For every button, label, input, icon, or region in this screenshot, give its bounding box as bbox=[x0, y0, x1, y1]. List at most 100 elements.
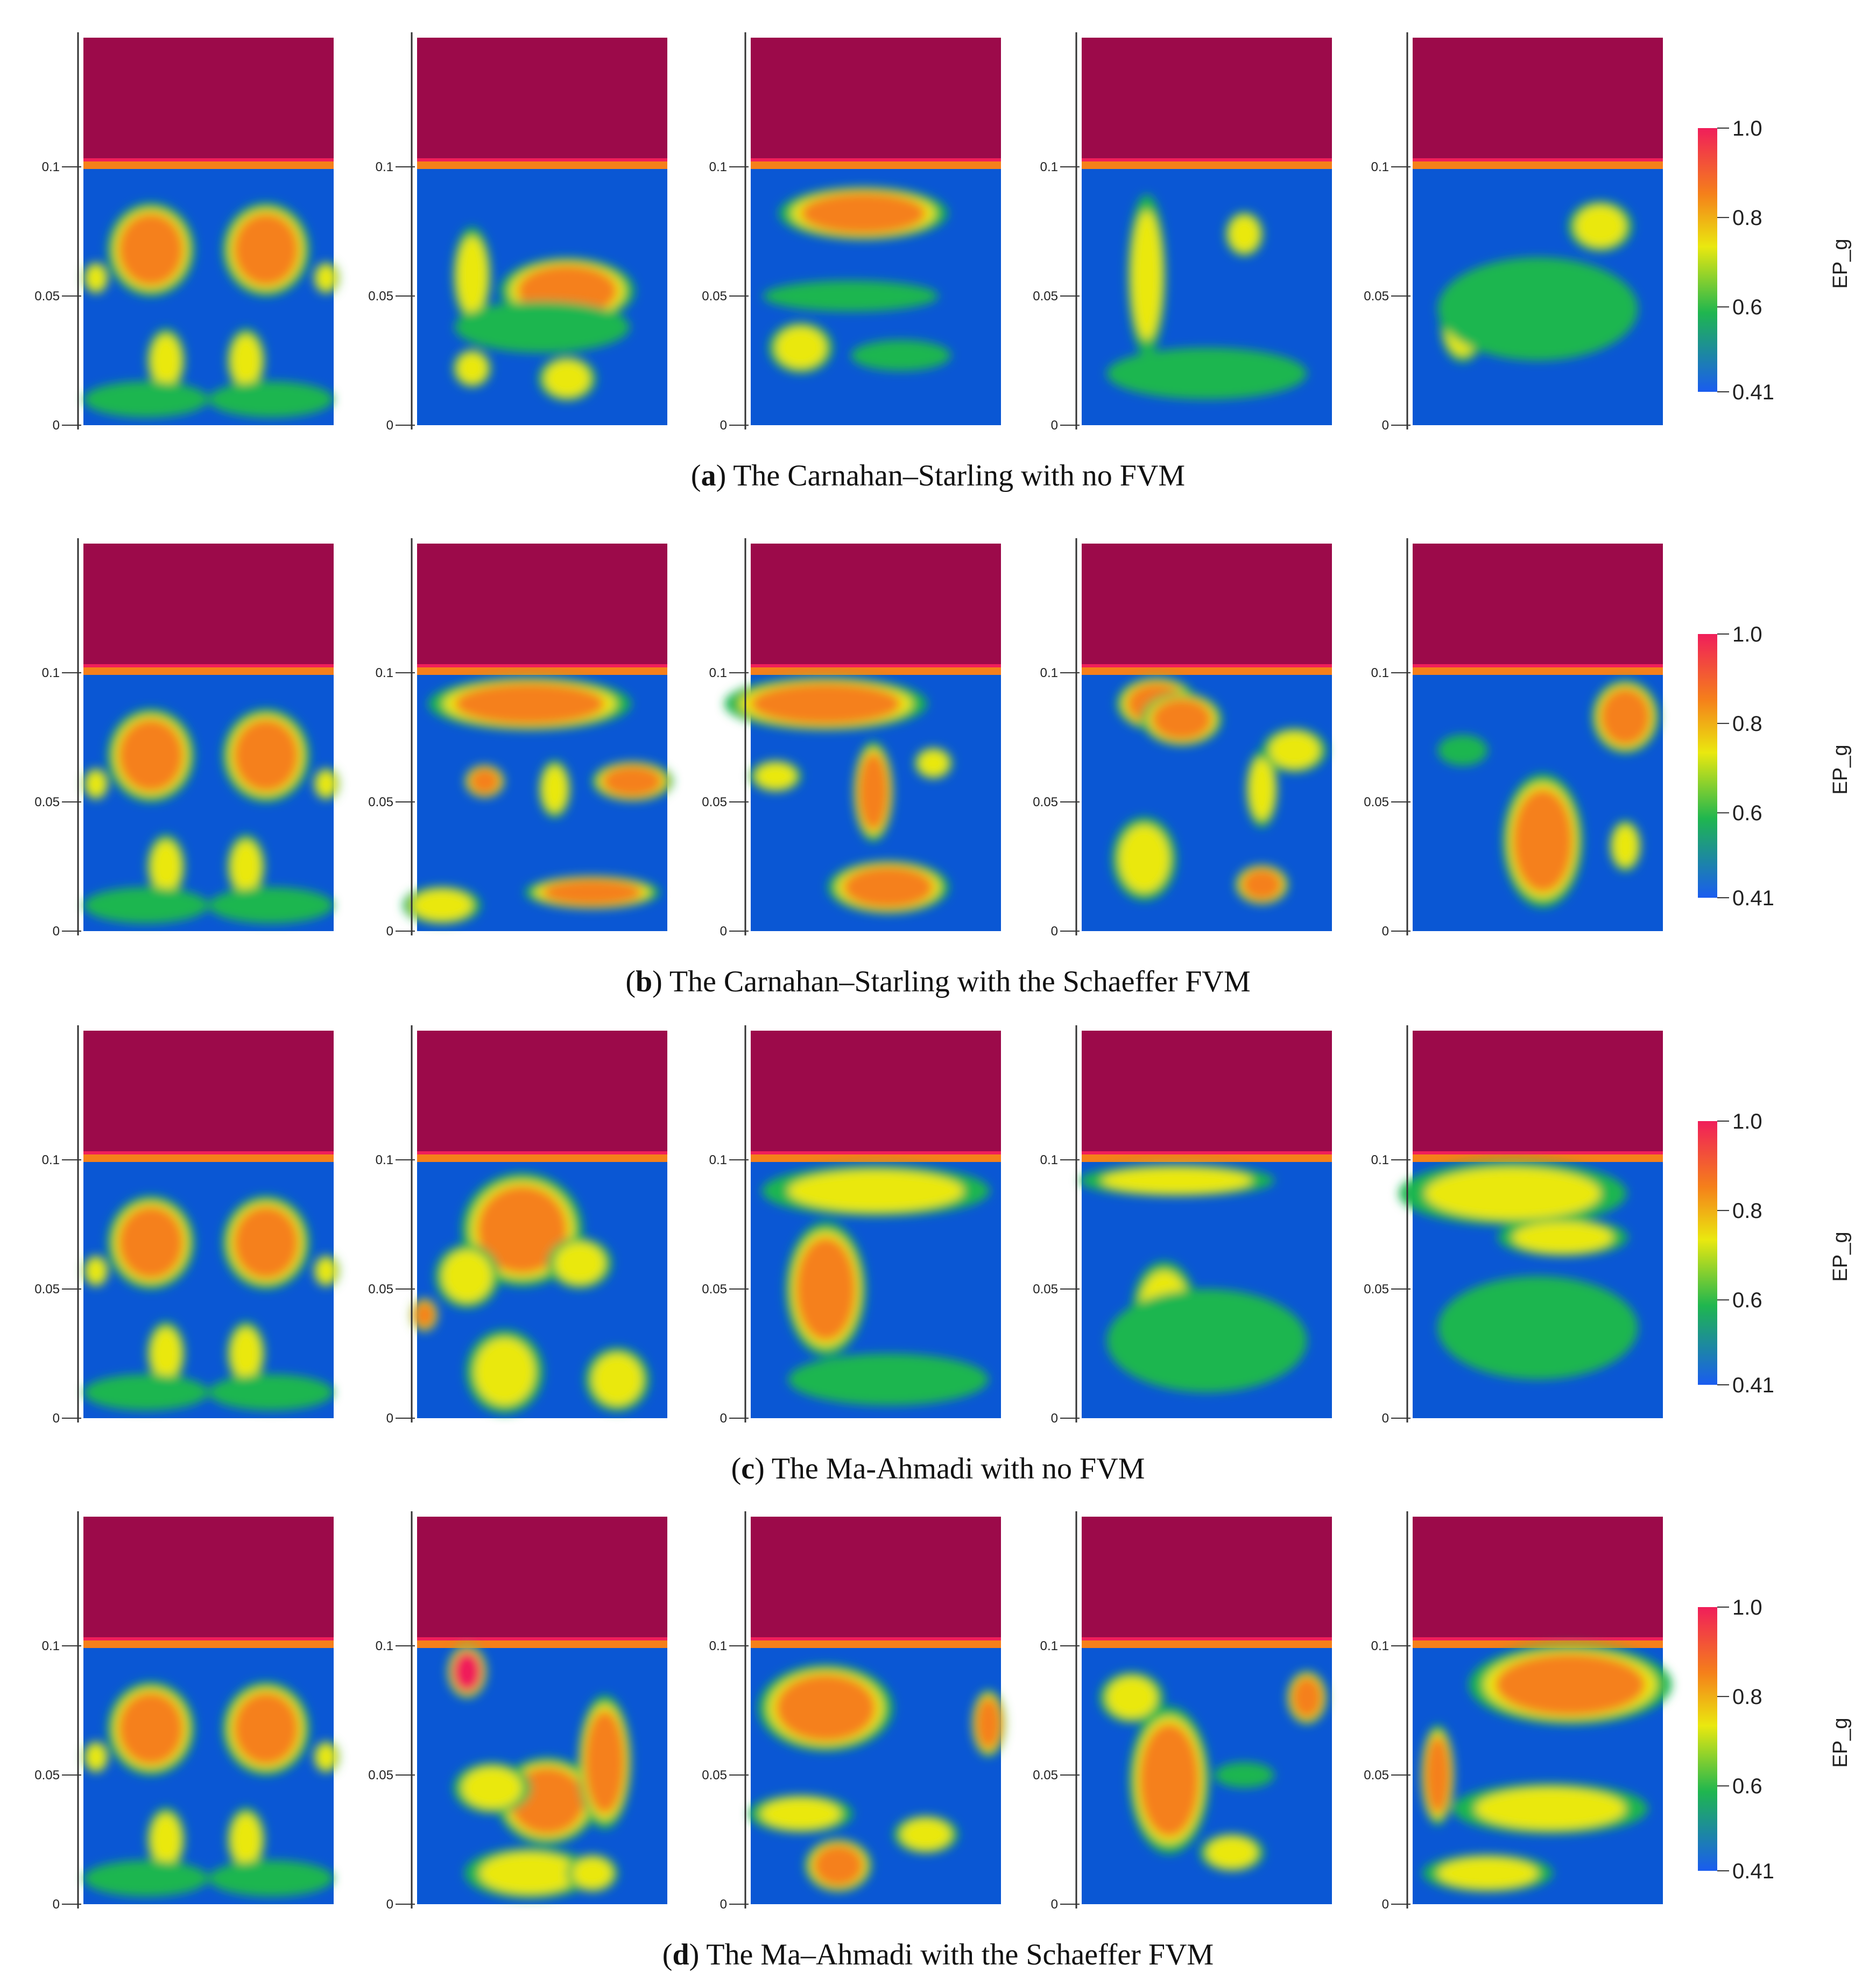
y-tick-label: 0.05 bbox=[1033, 795, 1058, 809]
y-tick-label: 0.1 bbox=[709, 1153, 727, 1167]
y-tick-label: 0 bbox=[1382, 418, 1389, 433]
bubble bbox=[775, 1674, 876, 1742]
y-tick-label: 0.1 bbox=[709, 666, 727, 680]
bubble bbox=[83, 1860, 209, 1897]
caption-letter: d bbox=[672, 1938, 689, 1971]
bubble bbox=[86, 771, 106, 797]
heatmap-panel-d-3: 0 0.05 0.1 bbox=[702, 1511, 1006, 1912]
freeboard-region bbox=[1082, 1031, 1332, 1162]
bubble bbox=[1249, 758, 1275, 820]
colorbar-c: 1.0 0.8 0.6 0.41 EP_g bbox=[1698, 1110, 1852, 1397]
y-tick-label: 0.05 bbox=[1364, 1768, 1389, 1783]
bubble bbox=[412, 890, 472, 921]
bed-surface-edge bbox=[1082, 1637, 1332, 1640]
colorbar-tick-label: 1.0 bbox=[1732, 1110, 1762, 1133]
y-tick-label: 0.05 bbox=[1364, 289, 1389, 304]
caption-paren-close: ) bbox=[652, 965, 669, 998]
bubble bbox=[414, 1302, 435, 1328]
bubble bbox=[602, 765, 662, 797]
caption-letter: a bbox=[701, 459, 716, 492]
y-tick-label: 0.1 bbox=[1371, 160, 1389, 174]
bed-surface-edge bbox=[1413, 158, 1663, 161]
heatmap-panel-b-4: 0 0.05 0.1 bbox=[1033, 538, 1332, 939]
y-tick-label: 0 bbox=[720, 924, 727, 939]
y-tick-label: 0.05 bbox=[702, 1768, 727, 1783]
bubble bbox=[457, 236, 488, 314]
bed-surface-edge bbox=[751, 1637, 1001, 1640]
bubble bbox=[1292, 1677, 1322, 1719]
bubble bbox=[1437, 257, 1638, 361]
bubble bbox=[479, 1853, 580, 1894]
y-tick-label: 0 bbox=[53, 924, 60, 939]
bubble bbox=[843, 867, 934, 908]
voidage-field bbox=[1437, 679, 1660, 908]
freeboard-region bbox=[83, 544, 334, 675]
y-tick-label: 0.05 bbox=[34, 1282, 60, 1297]
bubble bbox=[151, 335, 181, 386]
colorbar-tick-label: 0.6 bbox=[1732, 1288, 1762, 1312]
bed-surface-edge bbox=[83, 1637, 334, 1640]
y-tick-label: 0 bbox=[720, 1897, 727, 1912]
y-tick-label: 0 bbox=[53, 418, 60, 433]
bubble bbox=[542, 879, 643, 905]
bubble bbox=[795, 1237, 856, 1341]
bubble bbox=[976, 1698, 1001, 1749]
colorbar-tick-label: 1.0 bbox=[1732, 1596, 1762, 1619]
colorbar-a: 1.0 0.8 0.6 0.41 EP_g bbox=[1698, 117, 1852, 404]
freeboard-region bbox=[417, 1517, 667, 1648]
bubble bbox=[760, 1798, 841, 1829]
bubble bbox=[775, 327, 826, 369]
row-b: 0 0.05 0.1 0 0.05 0.1 0 0.05 0.1 0 0.05 0.1 0 0.05 0.1… bbox=[34, 538, 1852, 939]
y-tick-label: 0.05 bbox=[702, 795, 727, 809]
bubble bbox=[83, 1374, 209, 1411]
bubble bbox=[231, 841, 262, 892]
heatmap-panel-a-5: 0 0.05 0.1 bbox=[1364, 32, 1663, 433]
bed-surface-edge bbox=[417, 158, 667, 161]
bubble bbox=[788, 1354, 989, 1405]
caption-a: (a) The Carnahan–Starling with no FVM bbox=[0, 459, 1876, 493]
bubble bbox=[1613, 825, 1638, 867]
voidage-field bbox=[403, 677, 673, 925]
bubble bbox=[208, 1860, 334, 1897]
y-tick-label: 0.1 bbox=[376, 666, 393, 680]
heatmap-panel-a-3: 0 0.05 0.1 bbox=[702, 32, 1001, 433]
y-tick-label: 0 bbox=[720, 418, 727, 433]
bubble bbox=[462, 1767, 523, 1809]
row-a: 0 0.05 0.1 0 0.05 0.1 0 0.05 0.1 0 0.05 0.1 0 0.05 0.1… bbox=[34, 32, 1852, 433]
caption-paren-close: ) bbox=[689, 1938, 707, 1971]
colorbar-tick-label: 0.6 bbox=[1732, 1774, 1762, 1798]
y-tick-label: 0.1 bbox=[376, 1153, 393, 1167]
bubble bbox=[457, 353, 488, 384]
bubble bbox=[234, 1206, 299, 1279]
bubble bbox=[86, 1258, 106, 1284]
voidage-field bbox=[749, 1664, 1006, 1892]
bubble bbox=[542, 765, 567, 813]
bubble bbox=[813, 1844, 864, 1886]
bubble bbox=[316, 265, 336, 291]
caption-paren-close: ) bbox=[754, 1452, 772, 1485]
bubble bbox=[901, 1819, 951, 1850]
voidage-field bbox=[1399, 1161, 1638, 1379]
bed-surface-edge bbox=[1082, 158, 1332, 161]
colorbar-title: EP_g bbox=[1829, 239, 1852, 289]
bubble bbox=[763, 280, 939, 312]
bubble bbox=[452, 1651, 482, 1693]
heatmap-panel-a-4: 0 0.05 0.1 bbox=[1033, 32, 1332, 433]
caption-text: The Ma–Ahmadi with the Schaeffer FVM bbox=[706, 1938, 1214, 1971]
colorbar-gradient bbox=[1698, 128, 1717, 392]
freeboard-region bbox=[1082, 1517, 1332, 1648]
bubble bbox=[1207, 1837, 1257, 1868]
bubble bbox=[1425, 1736, 1450, 1814]
bubble bbox=[208, 1374, 334, 1411]
y-tick-label: 0 bbox=[1382, 924, 1389, 939]
y-tick-label: 0.1 bbox=[1040, 666, 1058, 680]
bed-surface-edge bbox=[417, 1637, 667, 1640]
caption-text: The Carnahan–Starling with the Schaeffer… bbox=[669, 965, 1251, 998]
bubble bbox=[756, 763, 796, 789]
bubble bbox=[234, 213, 299, 286]
y-tick-label: 0.05 bbox=[368, 289, 393, 304]
bubble bbox=[788, 1170, 964, 1212]
freeboard-region bbox=[1413, 1517, 1663, 1648]
bubble bbox=[231, 335, 262, 386]
bed-surface-edge bbox=[83, 664, 334, 667]
